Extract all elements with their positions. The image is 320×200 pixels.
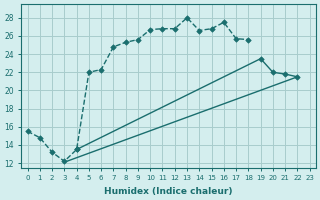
X-axis label: Humidex (Indice chaleur): Humidex (Indice chaleur) <box>104 187 233 196</box>
